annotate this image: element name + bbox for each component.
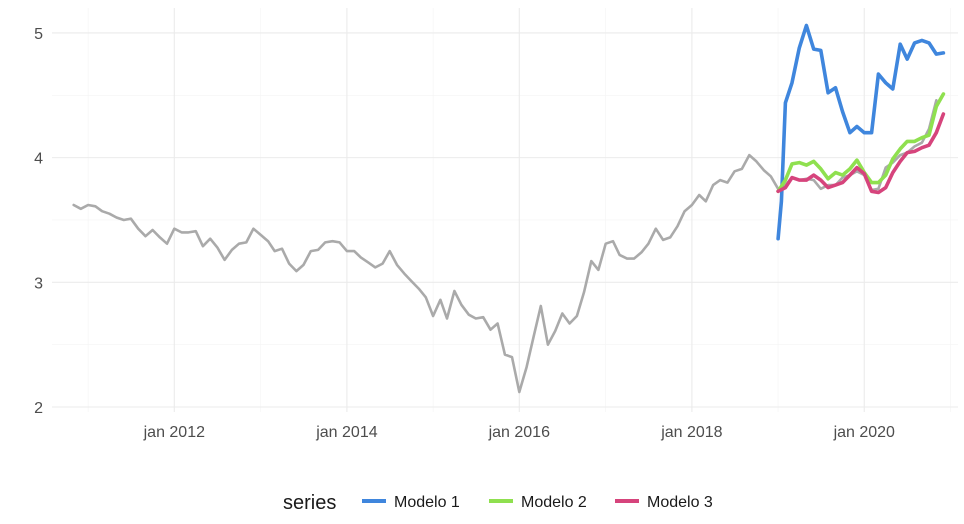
series-line-modelo-1 bbox=[776, 23, 946, 241]
series-lines bbox=[72, 23, 946, 394]
y-axis: 2 3 4 5 bbox=[34, 26, 43, 417]
x-tick-label: jan 2020 bbox=[833, 424, 895, 441]
x-tick-label: jan 2014 bbox=[315, 424, 377, 441]
x-tick-label: jan 2018 bbox=[660, 424, 722, 441]
series-line-modelo-3 bbox=[776, 112, 946, 195]
x-tick-label: jan 2016 bbox=[488, 424, 550, 441]
legend: series Modelo 1 Modelo 2 Modelo 3 bbox=[283, 492, 713, 514]
y-tick-label: 3 bbox=[34, 275, 43, 292]
legend-label-modelo-2: Modelo 2 bbox=[521, 494, 587, 511]
legend-label-modelo-3: Modelo 3 bbox=[647, 494, 713, 511]
series-line-modelo-2 bbox=[776, 92, 946, 194]
y-tick-label: 5 bbox=[34, 26, 43, 43]
y-tick-label: 4 bbox=[34, 151, 43, 168]
legend-label-modelo-1: Modelo 1 bbox=[394, 494, 460, 511]
legend-title: series bbox=[283, 492, 336, 514]
x-tick-label: jan 2012 bbox=[143, 424, 205, 441]
y-tick-label: 2 bbox=[34, 400, 43, 417]
x-axis: jan 2012 jan 2014 jan 2016 jan 2018 jan 2020 bbox=[143, 424, 895, 441]
